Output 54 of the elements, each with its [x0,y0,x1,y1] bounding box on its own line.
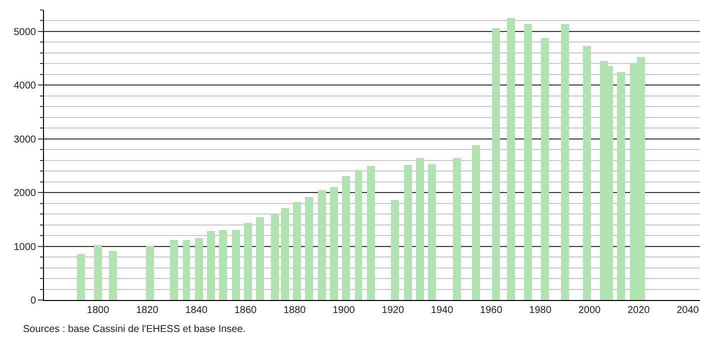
bar [244,223,252,300]
bar [94,245,102,300]
bar [183,240,190,300]
bar [472,145,480,300]
source-note: Sources : base Cassini de l'EHESS et base Insee. [23,324,246,335]
y-tick-label: 1000 [14,242,36,253]
bar [524,24,532,300]
bar [617,72,625,300]
x-tick-label: 1840 [185,305,208,316]
bar [271,214,279,300]
y-tick-label: 2000 [14,188,36,200]
x-tick-label: 1820 [136,305,159,316]
bar [77,254,85,300]
bar [367,166,375,300]
bar [330,187,338,300]
bar [583,46,591,300]
bar [109,251,117,300]
bar [256,217,264,300]
bar [170,240,178,300]
bar [541,38,549,300]
x-tick-label: 2020 [627,305,650,316]
y-tick-label: 0 [30,296,36,306]
bar [355,170,362,300]
bar [146,246,154,300]
x-tick-label: 2000 [578,305,601,316]
bar [428,164,436,300]
bar [305,197,313,300]
bar [195,238,203,300]
x-tick-label: 1900 [332,305,356,316]
y-tick-label: 3000 [14,134,36,146]
y-tick-label: 5000 [14,26,36,38]
bar [404,165,412,300]
bar [561,24,569,300]
bar [281,208,289,300]
x-tick-label: 1860 [234,305,258,316]
bar [507,18,515,300]
x-tick-label: 1940 [430,305,454,316]
bar [318,190,326,300]
x-tick-label: 1980 [529,305,552,316]
bar [293,202,301,300]
bar [416,158,424,300]
bar [219,230,227,300]
x-tick-label: 1920 [382,305,404,316]
x-tick-label: 1880 [283,305,306,316]
x-tick-label: 2040 [676,305,700,316]
bar [391,200,399,300]
x-tick-label: 1960 [480,305,503,316]
y-tick-label: 4000 [14,80,36,92]
bar [342,176,350,300]
bar [232,230,240,300]
x-tick-label: 1800 [86,305,110,316]
bar [207,231,215,300]
bar [492,28,500,300]
bar [453,158,461,300]
